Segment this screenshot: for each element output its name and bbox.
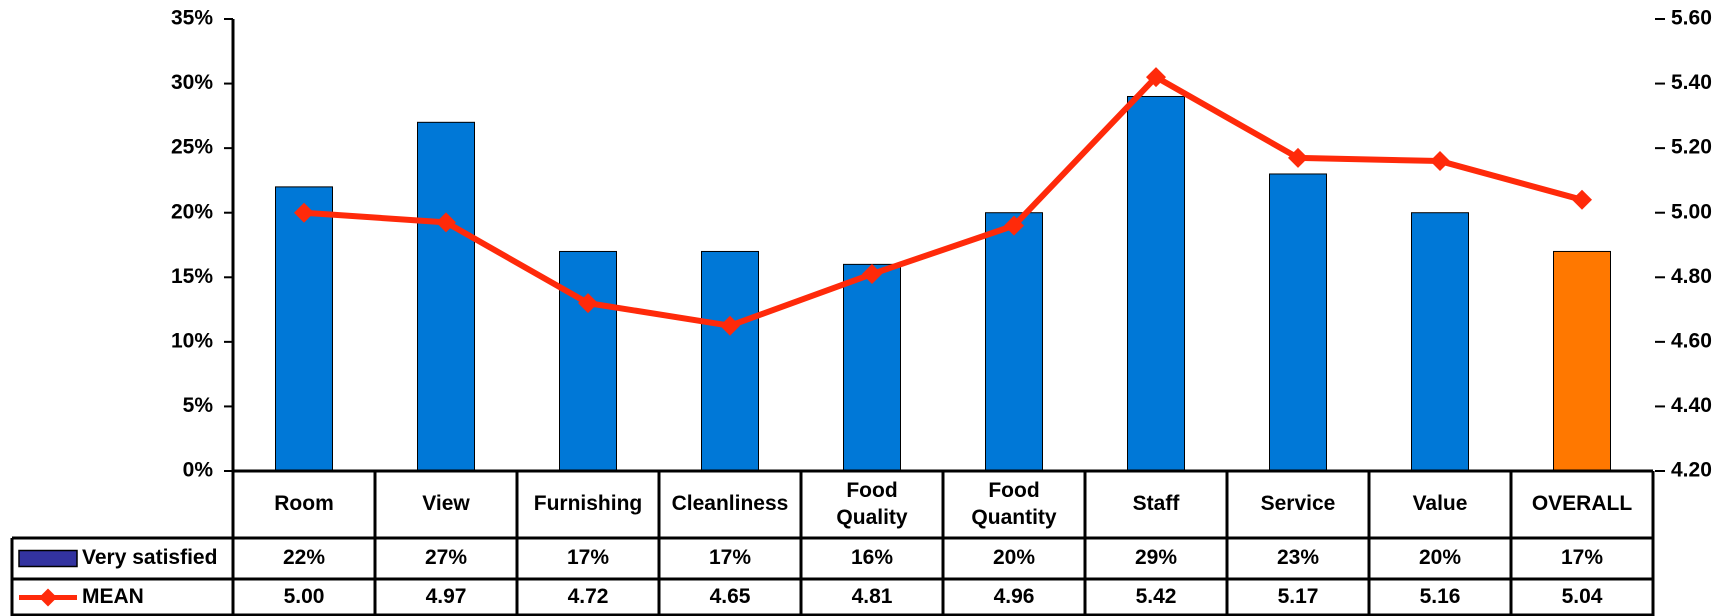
bar-data-label: 17% xyxy=(1561,546,1603,569)
mean-data-label: 5.42 xyxy=(1136,585,1177,608)
bar-data-label: 23% xyxy=(1277,546,1319,569)
mean-point-cleanliness xyxy=(720,315,740,336)
left-axis-tick-label: 5% xyxy=(183,394,214,417)
bar-data-label: 20% xyxy=(993,546,1035,569)
mean-data-label: 5.00 xyxy=(284,585,325,608)
bar-data-label: 17% xyxy=(709,546,751,569)
mean-point-view xyxy=(436,212,456,233)
category-label: View xyxy=(422,492,470,515)
category-label: Food xyxy=(988,479,1039,502)
left-axis-tick-label: 10% xyxy=(171,329,213,352)
left-axis-tick-label: 15% xyxy=(171,265,213,288)
category-label: Quantity xyxy=(971,506,1056,529)
bar-data-label: 17% xyxy=(567,546,609,569)
bar-data-label: 22% xyxy=(283,546,325,569)
right-axis-tick-label: 5.20 xyxy=(1671,136,1712,159)
left-axis-tick-label: 35% xyxy=(171,7,213,30)
right-axis-tick-label: 5.60 xyxy=(1671,7,1712,30)
left-axis-tick-label: 30% xyxy=(171,71,213,94)
left-axis-tick-label: 0% xyxy=(183,459,214,482)
right-axis-tick-label: 4.40 xyxy=(1671,394,1712,417)
mean-data-label: 4.96 xyxy=(994,585,1035,608)
bar-cleanliness xyxy=(701,250,759,472)
right-axis-tick-label: 5.40 xyxy=(1671,71,1712,94)
category-label: OVERALL xyxy=(1532,492,1633,515)
bar-food-quantity xyxy=(985,212,1043,472)
category-label: Furnishing xyxy=(534,492,643,515)
left-axis-tick-label: 25% xyxy=(171,136,213,159)
mean-point-overall xyxy=(1572,189,1592,210)
mean-point-furnishing xyxy=(578,293,598,314)
legend-marker-mean xyxy=(39,588,57,607)
bar-data-label: 27% xyxy=(425,546,467,569)
mean-series-line xyxy=(303,74,1583,329)
bar-food-quality xyxy=(843,263,901,472)
bar-data-label: 29% xyxy=(1135,546,1177,569)
bar-data-label: 20% xyxy=(1419,546,1461,569)
bar-overall xyxy=(1553,250,1611,472)
category-label: Quality xyxy=(836,506,908,529)
bar-value xyxy=(1411,212,1469,472)
bar-service xyxy=(1269,173,1327,472)
bar-data-label: 16% xyxy=(851,546,893,569)
mean-data-label: 4.81 xyxy=(852,585,893,608)
mean-data-label: 5.04 xyxy=(1562,585,1603,608)
legend-label-very-satisfied: Very satisfied xyxy=(82,546,217,569)
category-label: Staff xyxy=(1133,492,1181,515)
bar-view xyxy=(417,121,475,472)
bar-room xyxy=(275,186,333,472)
mean-point-room xyxy=(294,202,314,223)
right-axis-tick-label: 4.60 xyxy=(1671,329,1712,352)
category-label: Value xyxy=(1413,492,1468,515)
mean-point-service xyxy=(1288,147,1308,168)
category-label: Food xyxy=(846,479,897,502)
category-label: Cleanliness xyxy=(672,492,789,515)
left-axis-tick-label: 20% xyxy=(171,200,213,223)
mean-point-staff xyxy=(1146,67,1166,88)
mean-data-label: 4.65 xyxy=(710,585,751,608)
mean-data-label: 5.16 xyxy=(1420,585,1461,608)
bar-furnishing xyxy=(559,250,617,472)
mean-data-label: 4.97 xyxy=(426,585,467,608)
bar-staff xyxy=(1127,95,1185,472)
right-axis-tick-label: 5.00 xyxy=(1671,200,1712,223)
mean-point-food-quantity xyxy=(1004,215,1024,236)
mean-point-value xyxy=(1430,151,1450,172)
mean-data-label: 4.72 xyxy=(568,585,609,608)
mean-point-food-quality xyxy=(862,264,882,285)
category-label: Service xyxy=(1261,492,1336,515)
right-axis-tick-label: 4.20 xyxy=(1671,459,1712,482)
legend-label-mean: MEAN xyxy=(82,585,144,608)
legend-swatch-very-satisfied xyxy=(18,549,78,568)
right-axis-tick-label: 4.80 xyxy=(1671,265,1712,288)
category-label: Room xyxy=(274,492,334,515)
mean-data-label: 5.17 xyxy=(1278,585,1319,608)
